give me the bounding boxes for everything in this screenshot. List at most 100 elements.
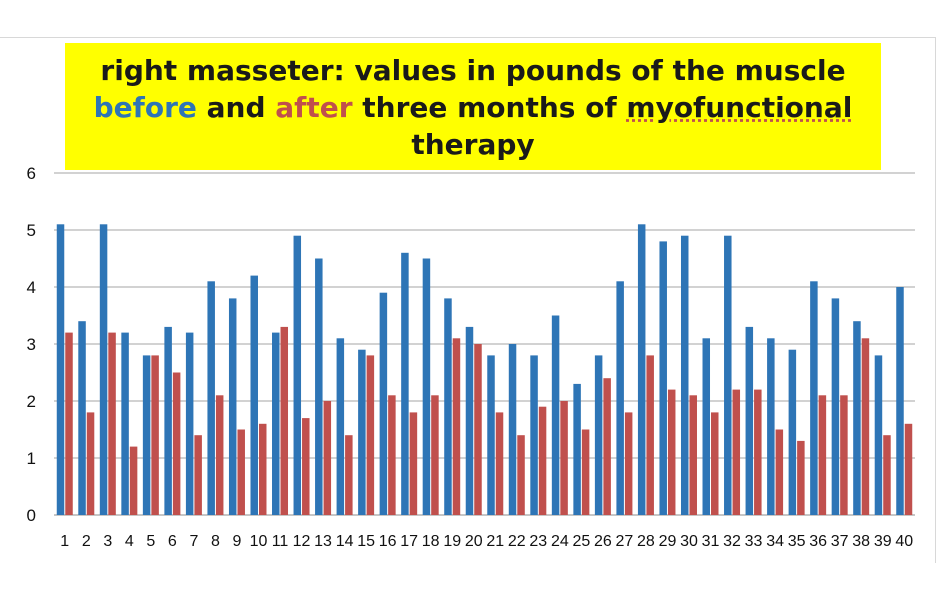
x-tick-label: 5 [146, 533, 155, 550]
bar-before-9 [228, 298, 237, 515]
gridlines [54, 172, 915, 516]
bar-after-34 [775, 429, 784, 515]
bar-after-36 [818, 395, 827, 515]
y-tick-label: 2 [27, 392, 36, 411]
bar-after-19 [452, 338, 461, 515]
bar-after-15 [366, 355, 375, 515]
x-tick-label: 31 [702, 533, 720, 550]
x-tick-label: 32 [723, 533, 741, 550]
bar-before-11 [272, 332, 280, 515]
bar-before-12 [293, 235, 302, 515]
bar-before-37 [831, 298, 840, 515]
x-tick-label: 22 [508, 533, 526, 550]
bar-after-38 [861, 338, 870, 515]
bar-before-29 [659, 241, 667, 515]
bar-before-4 [121, 332, 129, 515]
title-word-and: and [196, 91, 276, 124]
bar-before-2 [78, 321, 86, 515]
bar-before-27 [616, 281, 624, 515]
x-tick-label: 39 [874, 533, 892, 550]
bar-after-10 [258, 423, 267, 515]
x-tick-label: 29 [659, 533, 677, 550]
x-tick-label: 7 [189, 533, 198, 550]
bar-before-19 [444, 298, 452, 515]
bar-after-3 [108, 332, 116, 515]
bar-after-30 [689, 395, 697, 515]
bar-after-23 [538, 406, 547, 515]
x-tick-label: 20 [465, 533, 483, 550]
title-line-1: right masseter: values in pounds of the … [100, 54, 846, 87]
bar-after-8 [215, 395, 224, 515]
bar-after-2 [86, 412, 95, 515]
x-tick-label: 9 [233, 533, 242, 550]
x-tick-label: 38 [852, 533, 870, 550]
bar-after-32 [732, 389, 741, 515]
x-tick-label: 37 [831, 533, 849, 550]
x-tick-label: 14 [336, 533, 354, 550]
bar-after-25 [581, 429, 590, 515]
bar-before-35 [788, 349, 797, 515]
y-tick-label: 0 [27, 506, 36, 525]
x-tick-label: 11 [272, 533, 289, 550]
bar-after-35 [797, 440, 805, 515]
x-tick-label: 19 [443, 533, 461, 550]
bar-after-11 [280, 326, 289, 515]
bar-before-40 [896, 287, 904, 515]
bar-after-4 [129, 446, 138, 515]
bar-after-37 [840, 395, 848, 515]
x-axis-ticks: 1 2 3 4 5 6 7 8 9 10 11 12 13 14 15 16 17 18 19 20 21 22 23 24 2… [60, 533, 913, 550]
bar-before-28 [637, 224, 646, 516]
bar-before-10 [250, 275, 258, 515]
title-word-after: after [275, 91, 353, 124]
chart-title: right masseter: values in pounds of the … [65, 43, 881, 170]
bar-before-23 [530, 355, 538, 515]
bar-before-5 [142, 355, 151, 515]
bar-before-8 [207, 281, 215, 515]
bars [56, 224, 913, 516]
bar-before-34 [767, 338, 775, 515]
y-tick-label: 1 [27, 449, 36, 468]
x-tick-label: 1 [60, 533, 69, 550]
x-tick-label: 25 [572, 533, 590, 550]
x-tick-label: 4 [125, 533, 134, 550]
bar-before-36 [810, 281, 818, 515]
bar-before-32 [724, 235, 732, 515]
x-tick-label: 26 [594, 533, 612, 550]
title-line-2: before and after three months of myofunc… [65, 89, 881, 126]
bar-after-39 [883, 435, 891, 515]
title-word-before: before [93, 91, 197, 124]
bar-after-12 [302, 418, 310, 515]
x-tick-label: 33 [745, 533, 763, 550]
bar-after-16 [388, 395, 396, 515]
bar-before-16 [379, 292, 388, 515]
x-tick-label: 21 [486, 533, 504, 550]
bar-before-25 [573, 383, 581, 515]
bar-before-14 [336, 338, 345, 515]
bar-after-27 [624, 412, 633, 515]
bar-before-21 [487, 355, 495, 515]
bar-after-6 [172, 372, 181, 515]
bar-after-26 [603, 378, 611, 515]
bar-after-13 [323, 401, 332, 515]
bar-after-33 [754, 389, 762, 515]
bar-after-17 [409, 412, 418, 515]
bar-after-31 [711, 412, 719, 515]
bar-after-24 [560, 401, 568, 515]
bar-before-13 [315, 258, 323, 515]
x-tick-label: 15 [357, 533, 375, 550]
x-tick-label: 40 [895, 533, 913, 550]
x-tick-label: 13 [314, 533, 332, 550]
bar-after-21 [495, 412, 504, 515]
bar-before-3 [99, 224, 108, 516]
bar-after-20 [474, 344, 482, 515]
bar-before-39 [874, 355, 883, 515]
bar-after-9 [237, 429, 245, 515]
bar-after-29 [667, 389, 676, 515]
y-axis-ticks: 0 1 2 3 4 5 6 [27, 164, 36, 525]
title-line-3: therapy [411, 128, 535, 161]
x-tick-label: 36 [809, 533, 827, 550]
y-tick-label: 3 [27, 335, 36, 354]
x-tick-label: 17 [400, 533, 418, 550]
bar-before-24 [551, 315, 560, 515]
